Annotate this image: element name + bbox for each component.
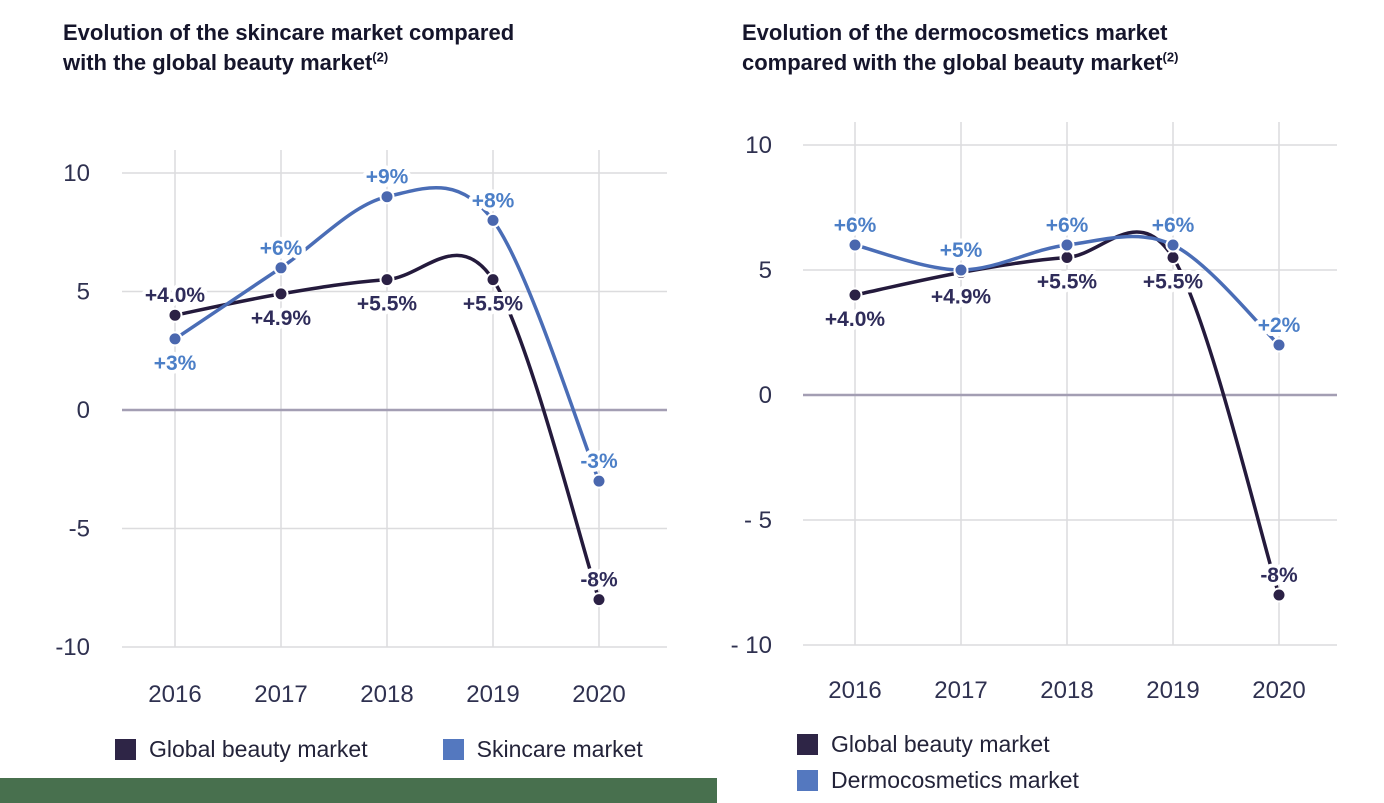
data-point bbox=[1059, 237, 1075, 253]
legend-swatch-skincare-market bbox=[442, 739, 464, 760]
y-tick-label: - 5 bbox=[744, 507, 772, 534]
x-tick-label: 2016 bbox=[828, 677, 881, 704]
data-point bbox=[847, 237, 863, 253]
footnote-marker: (2) bbox=[372, 49, 389, 65]
data-label: +2% bbox=[1258, 314, 1301, 337]
footnote-marker: (2) bbox=[1162, 49, 1179, 65]
data-point bbox=[273, 286, 289, 302]
y-tick-label: 0 bbox=[759, 382, 772, 409]
legend-label: Global beauty market bbox=[149, 736, 368, 762]
data-label: +8% bbox=[472, 189, 515, 212]
legend-swatch-global-beauty-market bbox=[115, 739, 136, 760]
y-tick-label: 10 bbox=[63, 160, 90, 187]
data-point bbox=[1271, 587, 1287, 603]
data-point bbox=[591, 473, 607, 489]
legend-item: Global beauty market bbox=[115, 736, 368, 763]
data-label: -8% bbox=[1260, 564, 1298, 587]
data-point bbox=[953, 262, 969, 278]
chart-title-dermocosmetics: Evolution of the dermocosmetics market c… bbox=[742, 18, 1302, 78]
legend-label: Skincare market bbox=[476, 736, 643, 762]
x-tick-label: 2018 bbox=[360, 681, 413, 708]
x-tick-label: 2018 bbox=[1040, 677, 1093, 704]
title-line: Evolution of the skincare market compare… bbox=[63, 20, 515, 45]
data-label: +5.5% bbox=[357, 293, 417, 316]
y-tick-label: - 10 bbox=[731, 632, 772, 659]
x-tick-label: 2016 bbox=[148, 681, 201, 708]
data-label: +5% bbox=[940, 239, 983, 262]
data-label: +6% bbox=[1152, 214, 1195, 237]
footer-accent-bar bbox=[0, 778, 717, 803]
data-label: +3% bbox=[154, 352, 197, 375]
y-tick-label: 5 bbox=[77, 279, 90, 306]
title-line: compared with the global beauty market bbox=[742, 50, 1163, 75]
legend-swatch-global-beauty-market bbox=[797, 734, 818, 755]
data-point bbox=[1271, 337, 1287, 353]
legend-item: Dermocosmetics market bbox=[797, 767, 1079, 794]
x-tick-label: 2017 bbox=[254, 681, 307, 708]
series-line-global-beauty-market bbox=[173, 253, 601, 602]
y-tick-label: -10 bbox=[55, 634, 90, 661]
x-tick-label: 2019 bbox=[1146, 677, 1199, 704]
legend-dermocosmetics-chart: Global beauty market Dermocosmetics mark… bbox=[797, 731, 1079, 794]
data-point bbox=[167, 331, 183, 347]
data-point bbox=[847, 287, 863, 303]
y-tick-label: -5 bbox=[69, 516, 90, 543]
data-point bbox=[485, 272, 501, 288]
data-label: +6% bbox=[1046, 214, 1089, 237]
data-label: +5.5% bbox=[463, 293, 523, 316]
data-point bbox=[167, 307, 183, 323]
data-label: +6% bbox=[260, 237, 303, 260]
data-label: -8% bbox=[580, 569, 618, 592]
x-tick-label: 2017 bbox=[934, 677, 987, 704]
y-tick-label: 5 bbox=[759, 257, 772, 284]
data-label: +4.9% bbox=[931, 286, 991, 309]
title-line: Evolution of the dermocosmetics market bbox=[742, 20, 1168, 45]
x-tick-label: 2020 bbox=[572, 681, 625, 708]
y-tick-label: 10 bbox=[745, 132, 772, 159]
data-point bbox=[1059, 250, 1075, 265]
data-label: +4.0% bbox=[145, 284, 205, 307]
data-point bbox=[379, 272, 395, 288]
data-label: +4.9% bbox=[251, 307, 311, 330]
legend-item: Global beauty market bbox=[797, 731, 1079, 758]
data-point bbox=[1165, 237, 1181, 253]
data-point bbox=[485, 212, 501, 228]
data-point bbox=[1165, 250, 1181, 265]
legend-skincare-chart: Global beauty market Skincare market bbox=[115, 736, 643, 763]
title-line: with the global beauty market bbox=[63, 50, 373, 75]
legend-label: Dermocosmetics market bbox=[831, 767, 1079, 793]
series-line-skincare-market bbox=[173, 186, 601, 483]
legend-item: Skincare market bbox=[442, 736, 643, 763]
data-label: +5.5% bbox=[1037, 271, 1097, 294]
legend-swatch-dermocosmetics-market bbox=[797, 770, 818, 791]
chart-title-skincare: Evolution of the skincare market compare… bbox=[63, 18, 623, 78]
data-point bbox=[591, 592, 607, 608]
x-tick-label: 2020 bbox=[1252, 677, 1305, 704]
legend-label: Global beauty market bbox=[831, 731, 1050, 757]
data-label: +6% bbox=[834, 214, 877, 237]
data-point bbox=[273, 260, 289, 276]
data-label: +4.0% bbox=[825, 308, 885, 331]
data-point bbox=[379, 189, 395, 205]
series-line-global-beauty-market bbox=[853, 230, 1281, 597]
data-label: +9% bbox=[366, 166, 409, 189]
x-tick-label: 2019 bbox=[466, 681, 519, 708]
data-label: +5.5% bbox=[1143, 271, 1203, 294]
y-tick-label: 0 bbox=[77, 397, 90, 424]
data-label: -3% bbox=[580, 450, 618, 473]
